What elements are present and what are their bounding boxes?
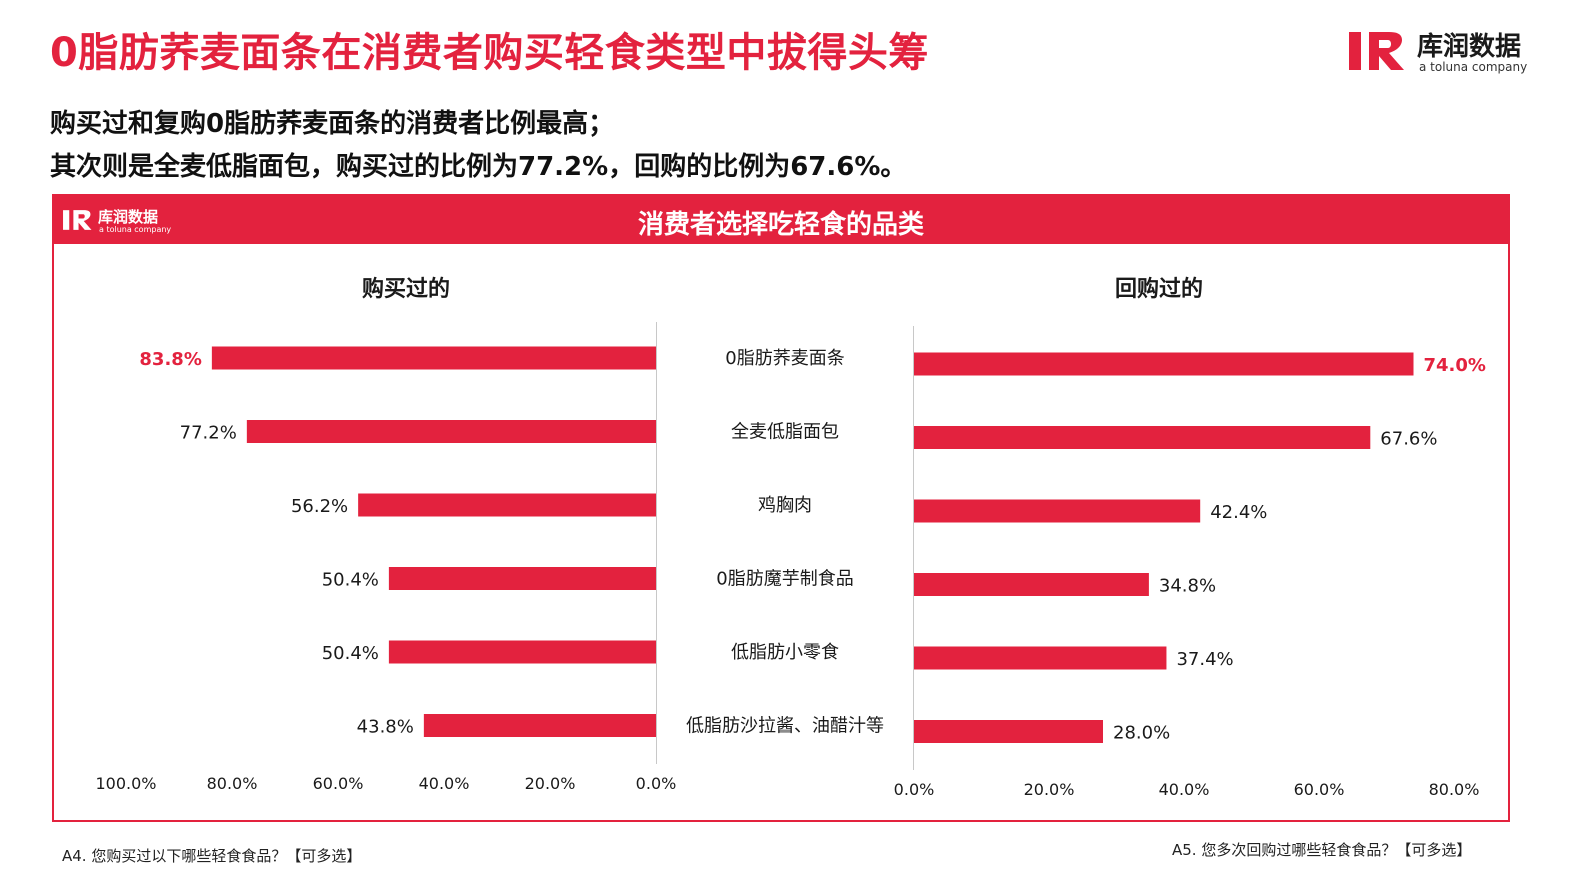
purchased-axis-tick: 0.0% bbox=[636, 774, 677, 793]
repurchased-value-label: 28.0% bbox=[1113, 723, 1170, 744]
purchased-bar bbox=[423, 714, 656, 737]
purchased-bar bbox=[388, 640, 656, 664]
repurchased-axis-tick: 40.0% bbox=[1159, 780, 1210, 799]
brand-tagline: a toluna company bbox=[1419, 60, 1528, 74]
category-label: 鸡胸肉 bbox=[758, 495, 812, 516]
repurchased-value-label: 67.6% bbox=[1380, 429, 1437, 450]
repurchased-bar bbox=[914, 499, 1201, 523]
brand-mark-icon bbox=[1349, 32, 1404, 70]
purchased-value-label: 77.2% bbox=[180, 423, 237, 444]
repurchased-axis-tick: 80.0% bbox=[1429, 780, 1480, 799]
purchased-value-label: 50.4% bbox=[322, 570, 379, 591]
brand-logo: 库润数据 a toluna company bbox=[1347, 26, 1547, 78]
repurchased-bar bbox=[914, 720, 1103, 743]
category-label: 低脂肪沙拉酱、油醋汁等 bbox=[686, 716, 884, 737]
brand-name: 库润数据 bbox=[1417, 32, 1522, 62]
page-title: 0脂肪荞麦面条在消费者购买轻食类型中拔得头筹 bbox=[50, 30, 929, 76]
panel-brand-name: 库润数据 bbox=[98, 208, 159, 226]
category-label: 0脂肪魔芋制食品 bbox=[716, 569, 853, 590]
purchased-axis-tick: 80.0% bbox=[207, 774, 258, 793]
repurchased-bar bbox=[914, 573, 1149, 596]
purchased-axis-tick: 20.0% bbox=[525, 774, 576, 793]
butterfly-bar-chart: 购买过的 回购过的 83.8% 77.2% 56.2% 50.4% 50.4% 43.8% 0脂… bbox=[95, 276, 1486, 799]
subtitle-line-1: 购买过和复购0脂肪荞麦面条的消费者比例最高； bbox=[50, 109, 615, 139]
purchased-value-label: 50.4% bbox=[322, 643, 379, 664]
panel-title: 消费者选择吃轻食的品类 bbox=[637, 210, 924, 240]
repurchased-axis-tick: 0.0% bbox=[894, 780, 935, 799]
panel-banner: 库润数据 a toluna company 消费者选择吃轻食的品类 bbox=[54, 196, 1508, 244]
repurchased-bar bbox=[914, 426, 1371, 449]
repurchased-axis-tick: 20.0% bbox=[1024, 780, 1075, 799]
category-label: 低脂肪小零食 bbox=[731, 642, 839, 663]
category-label: 0脂肪荞麦面条 bbox=[725, 348, 844, 369]
purchased-bar bbox=[211, 346, 657, 370]
repurchased-bar bbox=[914, 646, 1167, 670]
repurchased-value-label: 34.8% bbox=[1159, 576, 1216, 597]
panel-brand-mark-icon bbox=[63, 210, 92, 230]
purchased-value-label: 56.2% bbox=[291, 496, 348, 517]
purchased-axis-tick: 40.0% bbox=[419, 774, 470, 793]
purchased-bar bbox=[246, 420, 656, 443]
footnote-right: A5. 您多次回购过哪些轻食食品？【可多选】 bbox=[1172, 841, 1472, 859]
panel-brand-tagline: a toluna company bbox=[99, 225, 172, 234]
panel-brand-logo: 库润数据 a toluna company bbox=[62, 206, 192, 236]
purchased-bar bbox=[358, 493, 656, 517]
purchased-value-label: 83.8% bbox=[139, 349, 201, 370]
repurchased-bar bbox=[914, 352, 1414, 376]
purchased-axis-tick: 60.0% bbox=[313, 774, 364, 793]
footnote-left: A4. 您购买过以下哪些轻食食品？【可多选】 bbox=[62, 847, 362, 865]
chart-title-repurchased: 回购过的 bbox=[1115, 276, 1203, 302]
repurchased-axis-tick: 60.0% bbox=[1294, 780, 1345, 799]
repurchased-value-label: 42.4% bbox=[1210, 502, 1267, 523]
purchased-axis-tick: 100.0% bbox=[95, 774, 156, 793]
repurchased-value-label: 74.0% bbox=[1424, 355, 1486, 376]
purchased-value-label: 43.8% bbox=[357, 717, 414, 738]
chart-title-purchased: 购买过的 bbox=[362, 276, 450, 302]
category-label: 全麦低脂面包 bbox=[731, 422, 839, 443]
subtitle-line-2: 其次则是全麦低脂面包，购买过的比例为77.2%，回购的比例为67.6%。 bbox=[50, 152, 907, 182]
repurchased-value-label: 37.4% bbox=[1176, 649, 1233, 670]
chart-panel: 库润数据 a toluna company 消费者选择吃轻食的品类 购买过的 回购… bbox=[52, 194, 1510, 822]
purchased-bar bbox=[388, 567, 656, 590]
